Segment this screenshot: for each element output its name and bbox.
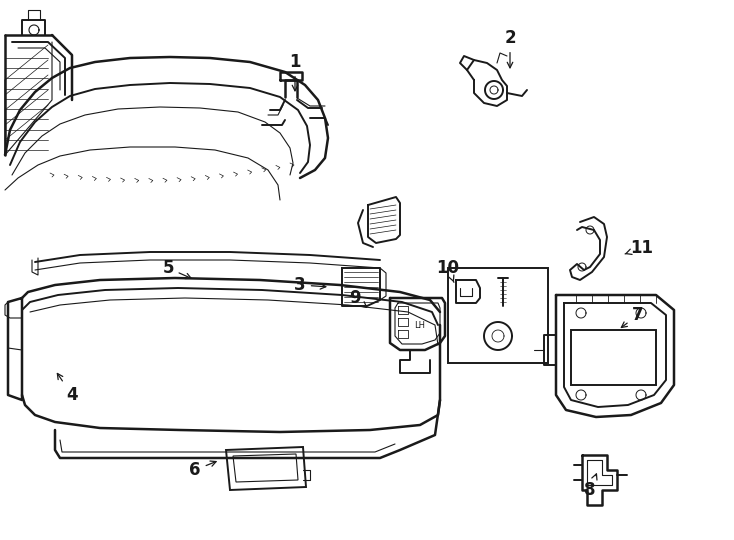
Text: 10: 10 bbox=[437, 259, 459, 282]
Bar bbox=[448, 268, 548, 363]
Text: 9: 9 bbox=[349, 289, 367, 307]
Text: 4: 4 bbox=[57, 374, 78, 404]
Text: 6: 6 bbox=[189, 461, 216, 479]
Text: 3: 3 bbox=[294, 276, 326, 294]
Text: 8: 8 bbox=[584, 474, 597, 499]
Text: LH: LH bbox=[415, 321, 426, 330]
Text: 7: 7 bbox=[622, 306, 644, 327]
Bar bbox=[571, 330, 656, 385]
Text: 1: 1 bbox=[289, 53, 301, 91]
Text: 5: 5 bbox=[162, 259, 191, 279]
Text: 2: 2 bbox=[504, 29, 516, 68]
Text: 11: 11 bbox=[625, 239, 653, 257]
